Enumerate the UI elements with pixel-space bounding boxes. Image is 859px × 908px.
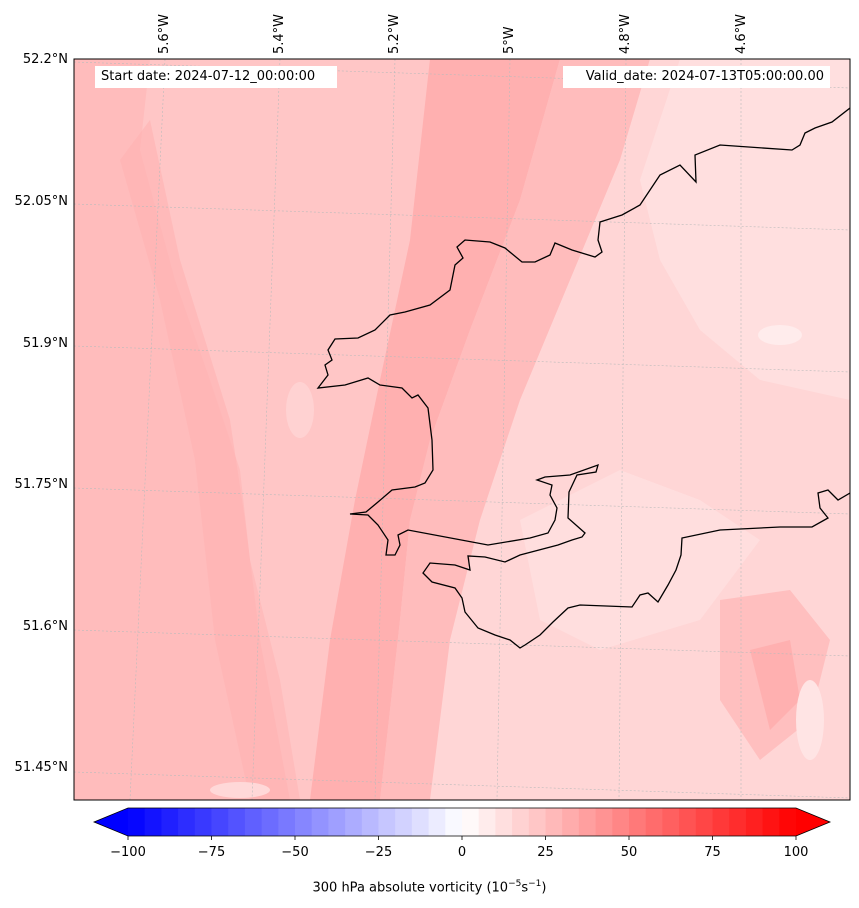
colorbar-segment bbox=[762, 808, 780, 836]
lat-label-51.9N: 51.9°N bbox=[22, 336, 68, 351]
colorbar-segment bbox=[361, 808, 379, 836]
colorbar-tick-label: −75 bbox=[197, 845, 226, 860]
colorbar-segment bbox=[612, 808, 630, 836]
colorbar-tick-label: 75 bbox=[704, 845, 721, 860]
lon-label-5.4W: 5.4°W bbox=[272, 13, 287, 54]
colorbar-segment bbox=[244, 808, 263, 836]
colorbar-segment bbox=[528, 808, 546, 836]
map-frame bbox=[73, 58, 851, 801]
colorbar-title: 300 hPa absolute vorticity (10−5s−1) bbox=[312, 879, 547, 896]
colorbar-segment bbox=[178, 808, 196, 836]
colorbar-tick-label: 50 bbox=[620, 845, 638, 860]
colorbar-segment bbox=[578, 808, 597, 836]
lat-label-51.6N: 51.6°N bbox=[22, 619, 68, 634]
coastline bbox=[316, 107, 850, 649]
field-light-blob bbox=[758, 325, 802, 345]
colorbar-tick-label: −50 bbox=[281, 845, 309, 860]
colorbar-segment bbox=[378, 808, 396, 836]
field-east-lighter bbox=[640, 59, 850, 400]
field-band-west-core bbox=[120, 120, 290, 800]
lon-label-4.8W: 4.8°W bbox=[618, 13, 633, 54]
colorbar-segment bbox=[645, 808, 663, 836]
colorbar-segment bbox=[345, 808, 363, 836]
valid-date-label: Valid_date: 2024-07-13T05:00:00.00 bbox=[585, 69, 824, 84]
lon-label-5.6W: 5.6°W bbox=[157, 13, 172, 54]
colorbar-segment bbox=[562, 808, 580, 836]
colorbar-segment bbox=[662, 808, 680, 836]
colorbar-tick-label: −25 bbox=[364, 845, 393, 860]
colorbar-extend-min bbox=[94, 808, 128, 836]
colorbar-segment bbox=[228, 808, 246, 836]
valid-date-box: Valid_date: 2024-07-13T05:00:00.00 bbox=[563, 66, 830, 88]
colorbar-segment bbox=[411, 808, 430, 836]
colorbar-segment bbox=[395, 808, 413, 836]
colorbar-tick-label: 100 bbox=[783, 845, 809, 860]
lat-label-52.2N: 52.2°N bbox=[22, 52, 68, 67]
colorbar-segment bbox=[261, 808, 279, 836]
lon-label-4.6W: 4.6°W bbox=[734, 13, 749, 54]
lat-label-51.45N: 51.45°N bbox=[14, 760, 68, 775]
colorbar-segment bbox=[128, 808, 146, 836]
colorbar-segment bbox=[194, 808, 212, 836]
colorbar-segment bbox=[679, 808, 697, 836]
lon-label-5W: 5°W bbox=[502, 26, 517, 54]
colorbar-segment bbox=[712, 808, 730, 836]
field-se-core bbox=[750, 640, 800, 730]
field-light-blob-2 bbox=[796, 680, 824, 760]
colorbar-segment bbox=[311, 808, 329, 836]
field-band-central bbox=[310, 59, 560, 800]
colorbar-segment bbox=[295, 808, 313, 836]
colorbar-segment bbox=[545, 808, 563, 836]
colorbar-segment bbox=[462, 808, 480, 836]
colorbar-segment bbox=[745, 808, 764, 836]
colorbar-segment bbox=[595, 808, 613, 836]
colorbar-segment bbox=[211, 808, 229, 836]
colorbar-segment bbox=[328, 808, 346, 836]
field-band-central-east bbox=[380, 59, 650, 800]
colorbar-segment bbox=[495, 808, 513, 836]
colorbar bbox=[92, 807, 832, 840]
lon-label-5.2W: 5.2°W bbox=[387, 13, 402, 54]
field-light-blob-3 bbox=[286, 382, 314, 438]
colorbar-segment bbox=[144, 808, 162, 836]
lat-label-51.75N: 51.75°N bbox=[14, 477, 68, 492]
colorbar-segment bbox=[779, 808, 797, 836]
colorbar-segment bbox=[478, 808, 496, 836]
start-date-box: Start date: 2024-07-12_00:00:00 bbox=[95, 66, 337, 88]
colorbar-segment bbox=[278, 808, 296, 836]
vorticity-field bbox=[74, 59, 850, 800]
field-light-blob-4 bbox=[210, 782, 270, 798]
colorbar-extend-max bbox=[796, 808, 830, 836]
colorbar-segment bbox=[428, 808, 446, 836]
colorbar-tick-label: 25 bbox=[537, 845, 554, 860]
colorbar-segment bbox=[161, 808, 179, 836]
lat-label-52.05N: 52.05°N bbox=[14, 194, 68, 209]
colorbar-segment bbox=[695, 808, 713, 836]
start-date-label: Start date: 2024-07-12_00:00:00 bbox=[101, 69, 316, 84]
colorbar-segment bbox=[629, 808, 647, 836]
colorbar-segment bbox=[729, 808, 747, 836]
colorbar-tick-label: −100 bbox=[110, 845, 146, 860]
colorbar-segment bbox=[512, 808, 530, 836]
colorbar-tick-label: 0 bbox=[457, 845, 467, 860]
colorbar-segment bbox=[445, 808, 463, 836]
